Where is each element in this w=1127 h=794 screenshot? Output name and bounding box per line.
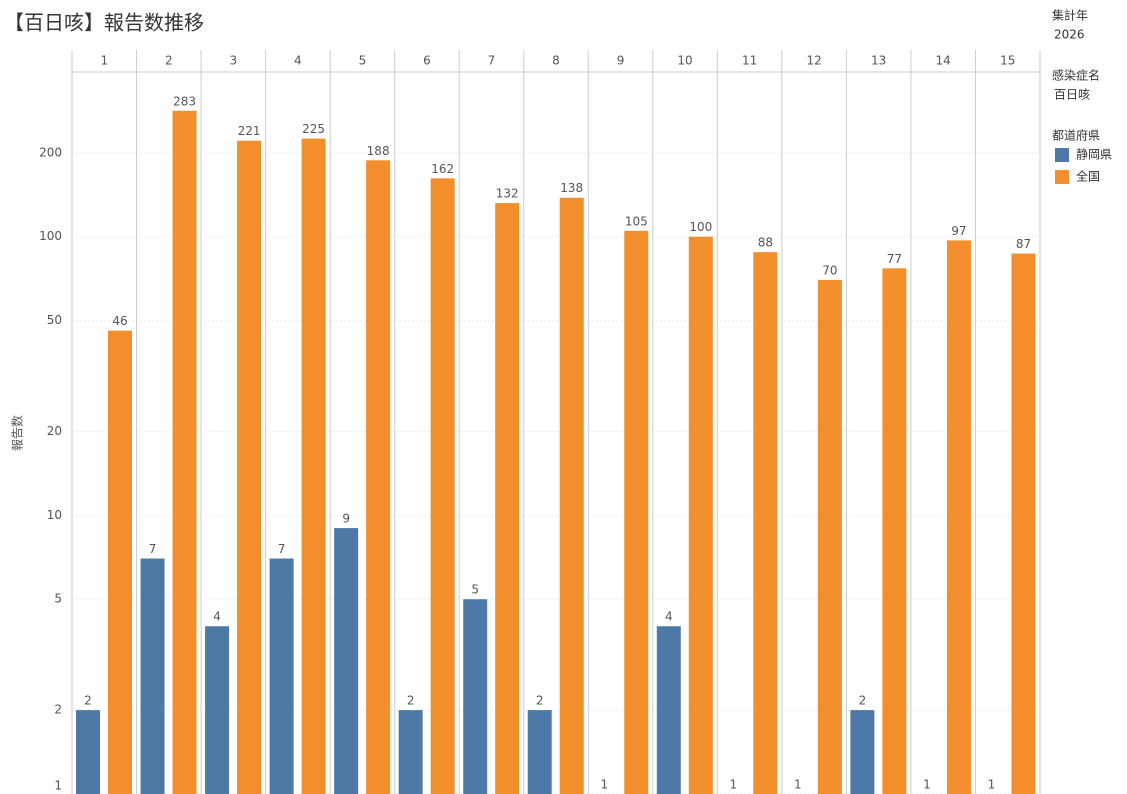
bar [398,710,423,794]
y-tick-label: 200 [39,145,62,159]
column-header: 12 [806,54,821,68]
column-header: 5 [359,54,367,68]
data-label: 46 [112,314,127,328]
column-header: 3 [230,54,238,68]
data-label: 105 [625,214,648,228]
data-label: 4 [665,610,673,624]
data-label: 1 [923,778,931,792]
bar [172,110,197,794]
data-label: 2 [536,694,544,708]
legend-label: 全国 [1076,169,1100,184]
data-label: 1 [988,778,996,792]
y-tick-label: 2 [54,703,62,717]
column-header: 2 [165,54,173,68]
data-label: 1 [794,778,802,792]
filter-value: 2026 [1054,28,1085,42]
y-tick-label: 50 [47,313,62,327]
legend-swatch [1055,170,1069,184]
bar [624,230,649,794]
legend-label: 静岡県 [1076,148,1112,162]
data-label: 162 [431,162,454,176]
bar [527,710,552,794]
chart-title: 【百日咳】報告数推移 [4,11,204,35]
data-label: 9 [342,512,350,526]
bar [237,140,262,794]
data-label: 225 [302,122,325,136]
data-label: 188 [367,144,390,158]
data-label: 283 [173,94,196,108]
filter-value: 百日咳 [1054,88,1090,102]
data-label: 1 [730,778,738,792]
data-label: 1 [600,778,608,792]
column-header: 8 [552,54,560,68]
column-header: 7 [488,54,496,68]
data-label: 77 [887,252,902,266]
y-tick-label: 20 [47,424,62,438]
bar [463,599,488,794]
data-label: 88 [758,236,773,250]
filter-title: 感染症名 [1052,68,1100,83]
column-header: 1 [100,54,108,68]
legend-swatch [1055,148,1069,162]
legend-title: 都道府県 [1052,128,1100,143]
bar [946,240,971,794]
bar [559,197,584,794]
data-label: 2 [84,694,92,708]
bar [205,626,230,794]
column-header: 10 [677,54,692,68]
data-label: 7 [278,542,286,556]
data-label: 70 [822,263,837,277]
data-label: 4 [213,610,221,624]
filter-title: 集計年 [1052,8,1088,23]
bar [688,236,713,794]
bar [1011,253,1036,794]
bar [430,178,455,794]
data-label: 2 [407,694,415,708]
bar [882,268,907,794]
data-label: 97 [951,224,966,238]
column-header: 4 [294,54,302,68]
data-label: 221 [238,124,261,138]
data-label: 138 [560,181,583,195]
column-header: 13 [871,54,886,68]
column-header: 14 [936,54,951,68]
bar [269,558,294,794]
data-label: 132 [496,187,519,201]
y-tick-label: 100 [39,229,62,243]
data-label: 100 [689,220,712,234]
bar [76,710,100,794]
y-tick-label: 5 [54,592,62,606]
y-tick-label: 1 [54,779,62,793]
bar [140,558,165,794]
bar [495,203,520,794]
column-header: 11 [742,54,757,68]
bar [301,138,326,794]
data-label: 7 [149,542,157,556]
y-tick-label: 10 [47,508,62,522]
column-header: 9 [617,54,625,68]
bar [656,626,681,794]
data-label: 2 [859,694,867,708]
column-header: 15 [1000,54,1015,68]
bar [817,279,842,794]
data-label: 5 [471,583,479,597]
bar [753,252,778,794]
data-label: 87 [1016,237,1031,251]
bar [366,160,391,794]
column-header: 6 [423,54,431,68]
bar [108,330,132,794]
bar [850,710,875,794]
y-axis-label: 報告数 [10,415,25,451]
bar [334,528,359,794]
